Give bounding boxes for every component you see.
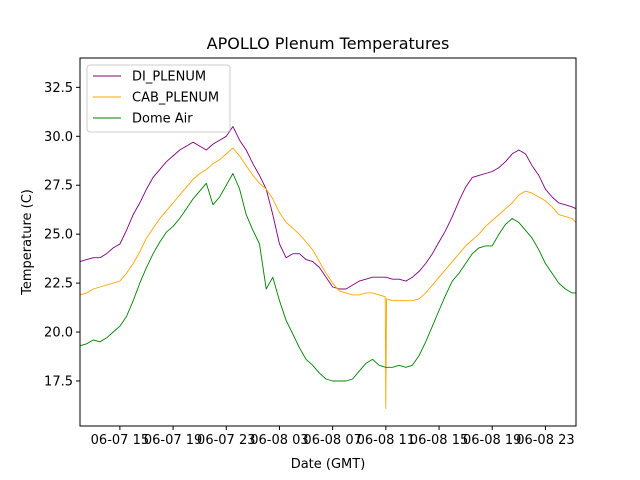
x-tick-label: 06-08 07 bbox=[303, 433, 361, 448]
y-tick-label: 30.0 bbox=[44, 130, 73, 145]
series-line-cab-plenum bbox=[79, 147, 577, 409]
series-layer bbox=[79, 126, 577, 409]
series-line-dome-air bbox=[79, 173, 576, 382]
legend-box bbox=[86, 64, 231, 133]
x-tick-label: 06-08 19 bbox=[463, 433, 521, 448]
x-axis-title: Date (GMT) bbox=[291, 457, 366, 472]
x-tick-label: 06-08 03 bbox=[250, 433, 308, 448]
y-axis-title: Temperature (C) bbox=[20, 189, 35, 296]
legend: DI_PLENUM CAB_PLENUM Dome Air bbox=[86, 64, 231, 133]
plot-frame bbox=[79, 57, 577, 427]
legend-label-dome-air: Dome Air bbox=[132, 112, 193, 127]
x-tick-label: 06-08 11 bbox=[357, 433, 415, 448]
y-tick-label: 32.5 bbox=[44, 81, 73, 96]
y-tick-label: 22.5 bbox=[44, 277, 73, 292]
y-tick-label: 25.0 bbox=[44, 228, 73, 243]
x-tick-label: 06-07 23 bbox=[197, 433, 255, 448]
legend-label-cab-plenum: CAB_PLENUM bbox=[132, 91, 219, 106]
chart-title: APOLLO Plenum Temperatures bbox=[207, 34, 450, 53]
y-axis: 17.5 20.0 22.5 25.0 27.5 30.0 32.5 bbox=[44, 81, 80, 389]
x-tick-label: 06-08 23 bbox=[516, 433, 574, 448]
y-tick-label: 20.0 bbox=[44, 326, 73, 341]
y-tick-label: 27.5 bbox=[44, 179, 73, 194]
y-tick-label: 17.5 bbox=[44, 374, 73, 389]
series-line-di-plenum bbox=[79, 126, 577, 290]
x-tick-label: 06-08 15 bbox=[410, 433, 468, 448]
x-tick-label: 06-07 19 bbox=[144, 433, 202, 448]
legend-label-di-plenum: DI_PLENUM bbox=[132, 70, 206, 85]
x-tick-label: 06-07 15 bbox=[91, 433, 149, 448]
